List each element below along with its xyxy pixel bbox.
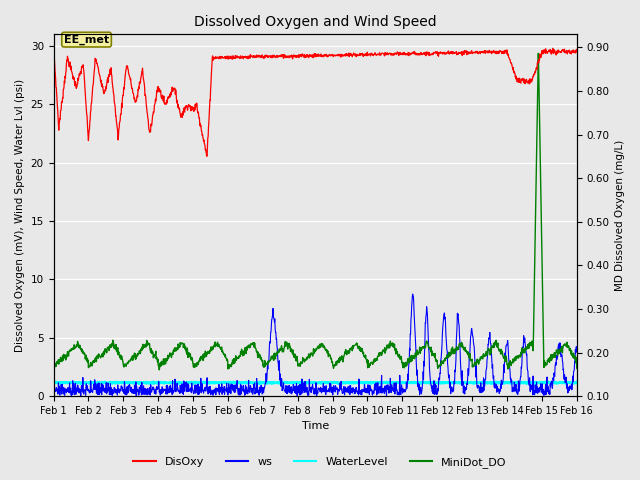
Y-axis label: Dissolved Oxygen (mV), Wind Speed, Water Lvl (psi): Dissolved Oxygen (mV), Wind Speed, Water… — [15, 79, 25, 352]
X-axis label: Time: Time — [301, 421, 329, 432]
Legend: DisOxy, ws, WaterLevel, MiniDot_DO: DisOxy, ws, WaterLevel, MiniDot_DO — [129, 452, 511, 472]
Text: EE_met: EE_met — [64, 35, 109, 45]
Y-axis label: MD Dissolved Oxygen (mg/L): MD Dissolved Oxygen (mg/L) — [615, 140, 625, 291]
Title: Dissolved Oxygen and Wind Speed: Dissolved Oxygen and Wind Speed — [194, 15, 436, 29]
